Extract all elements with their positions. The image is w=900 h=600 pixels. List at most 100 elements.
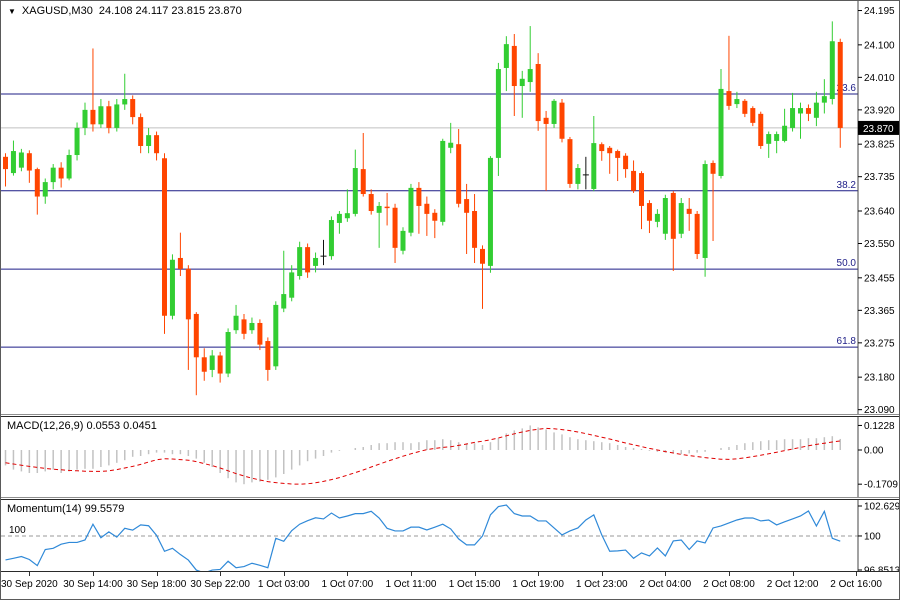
price-chart-panel[interactable]: 23.6 38.2 50.0 61.8 24.195 24.100 24.010 23.920… <box>1 1 899 416</box>
price-axis-label: 23.180 <box>864 373 895 384</box>
time-axis-label: 1 Oct 03:00 <box>257 579 310 590</box>
candle <box>98 99 104 128</box>
time-axis-label: 1 Oct 15:00 <box>448 579 501 590</box>
candle <box>837 38 843 148</box>
candle <box>527 26 533 92</box>
candle <box>18 148 24 172</box>
candle <box>662 194 668 240</box>
candle <box>829 21 835 105</box>
candle <box>472 194 478 264</box>
price-axis-label: 23.365 <box>864 306 895 317</box>
candle <box>750 106 756 127</box>
candle <box>146 127 152 154</box>
momentum-axis-label: 100 <box>864 531 881 542</box>
candle <box>790 92 796 132</box>
fib-level-label: 61.8 <box>837 336 857 347</box>
candle <box>352 149 358 217</box>
candle <box>257 319 263 351</box>
candle <box>225 328 231 378</box>
candle <box>177 232 183 277</box>
candle <box>726 35 732 110</box>
candle <box>376 201 382 248</box>
candle <box>122 73 128 110</box>
price-axis-label: 24.010 <box>864 73 895 84</box>
candle <box>623 153 629 178</box>
candle <box>718 69 724 179</box>
candle <box>766 131 772 158</box>
candle <box>10 140 16 176</box>
panel-separator[interactable] <box>1 414 899 417</box>
candle <box>58 162 64 188</box>
symbol-timeframe-label: XAGUSD,M30 <box>21 5 93 17</box>
candle <box>82 102 88 136</box>
candle <box>384 192 390 226</box>
candle <box>480 245 485 309</box>
candle <box>66 149 72 181</box>
candle <box>241 313 247 340</box>
macd-signal-line <box>5 427 841 485</box>
candle <box>209 350 215 378</box>
candle <box>805 104 811 122</box>
candle <box>320 239 327 266</box>
candle <box>249 317 255 334</box>
time-axis-tick <box>601 572 603 576</box>
panel-separator <box>1 571 899 572</box>
candle <box>328 216 334 260</box>
candle <box>305 243 311 278</box>
candle <box>265 337 271 381</box>
time-axis-tick <box>220 572 222 576</box>
candle <box>646 200 652 234</box>
candle <box>400 227 406 255</box>
candle <box>217 351 223 383</box>
candle <box>297 241 303 280</box>
candle <box>336 211 342 234</box>
candle <box>503 36 509 92</box>
time-axis-label: 2 Oct 08:00 <box>703 579 755 590</box>
candle <box>344 189 350 222</box>
momentum-axis-label: 102.629 <box>864 502 900 513</box>
time-axis-tick <box>156 572 158 576</box>
time-axis[interactable]: 30 Sep 2020 30 Sep 14:00 30 Sep 18:00 30 Se… <box>1 572 899 599</box>
macd-panel[interactable]: 0.1228 0.00 -0.1709 <box>1 417 899 497</box>
time-axis-tick <box>792 572 794 576</box>
price-axis-label: 24.100 <box>864 40 895 51</box>
candle <box>615 149 621 182</box>
current-price-badge-value: 23.870 <box>863 124 894 135</box>
time-axis-label: 30 Sep 18:00 <box>126 579 187 590</box>
candle <box>185 265 191 370</box>
candle <box>201 348 207 381</box>
candle <box>821 79 827 114</box>
price-axis-label: 23.640 <box>864 207 895 218</box>
time-axis-tick <box>29 572 31 576</box>
price-axis-label: 23.550 <box>864 239 895 250</box>
panel-separator[interactable] <box>1 497 899 500</box>
price-axis-label: 24.195 <box>864 6 895 17</box>
candle <box>281 250 287 313</box>
price-axis-label: 23.920 <box>864 105 895 116</box>
chart-title: ▼ XAGUSD,M30 24.108 24.117 23.815 23.870 <box>8 5 242 17</box>
candle <box>360 132 366 197</box>
candle <box>575 164 581 190</box>
candle <box>440 138 446 226</box>
time-axis-label: 1 Oct 11:00 <box>385 579 437 590</box>
time-axis-tick <box>474 572 476 576</box>
candle <box>559 99 565 143</box>
candle <box>432 209 438 239</box>
time-axis-label: 1 Oct 07:00 <box>321 579 374 590</box>
time-axis-label: 30 Sep 14:00 <box>63 579 123 590</box>
candle <box>193 312 199 396</box>
time-axis-tick <box>347 572 349 576</box>
candle <box>639 171 644 230</box>
symbol-dropdown-icon[interactable]: ▼ <box>8 6 16 16</box>
time-axis-tick <box>410 572 412 576</box>
candle <box>74 122 80 161</box>
momentum-indicator-label: Momentum(14) 99.5579 <box>7 503 125 515</box>
candle <box>273 301 279 370</box>
ohlc-values: 24.108 24.117 23.815 23.870 <box>98 5 242 17</box>
candle <box>782 108 788 143</box>
candle <box>678 198 684 239</box>
candle <box>464 183 470 254</box>
candle <box>42 178 48 204</box>
